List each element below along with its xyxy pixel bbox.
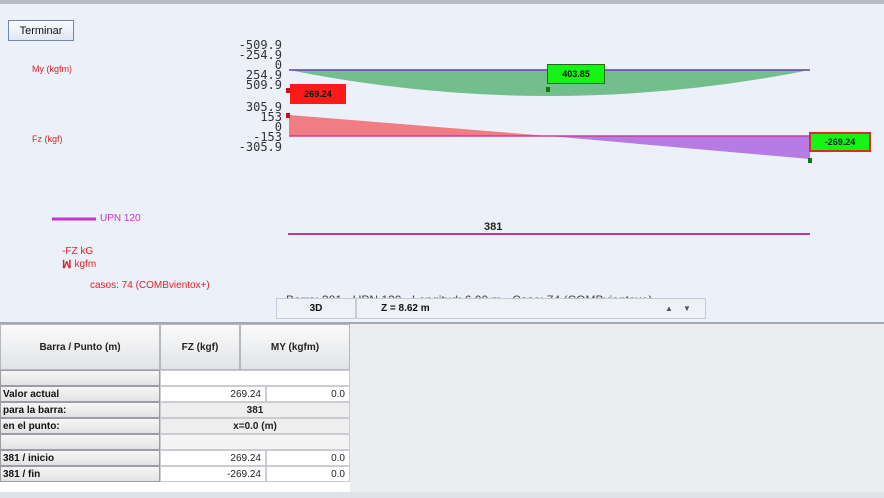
legend-my-row: ꟽ kgfm xyxy=(62,258,96,271)
legend-fz-label: -FZ kG xyxy=(62,246,94,257)
diagram-canvas: Terminar My (kgfm) Fz (kgf) -509.9 -254.… xyxy=(0,4,884,322)
z-level-value: Z = 8.62 m xyxy=(381,303,430,314)
view-mode-button[interactable]: 3D xyxy=(276,298,356,319)
spin-down-icon[interactable]: ▼ xyxy=(683,304,691,313)
table-cell-fz[interactable]: 269.24 xyxy=(160,386,266,402)
spin-up-icon[interactable]: ▲ xyxy=(665,304,673,313)
table-cell-my[interactable]: 0.0 xyxy=(266,466,350,482)
fz-end-value-box: -269.24 xyxy=(809,132,871,152)
bar-id-label: 381 xyxy=(484,221,503,233)
marker-right xyxy=(808,158,812,163)
my-max-value-box: 403.85 xyxy=(547,64,605,84)
fz-axis-title: Fz (kgf) xyxy=(32,134,63,144)
table-row-label[interactable]: 381 / fin xyxy=(0,466,160,482)
window-top-border xyxy=(0,0,884,4)
fz-positive-area xyxy=(289,115,549,136)
table-row-label[interactable] xyxy=(0,434,160,450)
fz-tick-labels: 305.9 153 0 -153 -305.9 xyxy=(238,100,282,154)
table-cell-merged[interactable]: x=0.0 (m) xyxy=(160,418,350,434)
legend-section-label: UPN 120 xyxy=(100,213,141,224)
legend-cases-label: casos: 74 (COMBvientox+) xyxy=(90,280,210,291)
my-axis-title: My (kgfm) xyxy=(32,64,72,74)
table-row-label[interactable]: 381 / inicio xyxy=(0,450,160,466)
results-table: Barra / Punto (m) FZ (kgf) MY (kgfm) Val… xyxy=(0,324,350,498)
marker-mid xyxy=(546,87,550,92)
z-level-field[interactable]: Z = 8.62 m ▲ ▼ xyxy=(356,298,706,319)
table-cell-fz[interactable]: -269.24 xyxy=(160,466,266,482)
table-cell-fz[interactable]: 269.24 xyxy=(160,450,266,466)
legend-my-label: kgfm xyxy=(74,259,97,270)
my-tick-labels: -509.9 -254.9 0 254.9 509.9 xyxy=(238,38,282,92)
col-header-bar-point[interactable]: Barra / Punto (m) xyxy=(0,324,160,370)
splitter[interactable] xyxy=(0,322,884,324)
col-header-fz[interactable]: FZ (kgf) xyxy=(160,324,240,370)
marker-fz-left xyxy=(286,113,290,118)
table-cell-my[interactable]: 0.0 xyxy=(266,386,350,402)
table-cell-empty xyxy=(160,370,350,386)
table-cell-my[interactable]: 0.0 xyxy=(266,450,350,466)
diagram-svg xyxy=(52,69,812,235)
results-panel: Barra / Punto (m) FZ (kgf) MY (kgfm) Val… xyxy=(0,324,884,498)
table-row-label[interactable]: Valor actual xyxy=(0,386,160,402)
table-row-label[interactable] xyxy=(0,370,160,386)
marker-left xyxy=(286,88,290,93)
horizontal-scrollbar[interactable] xyxy=(0,492,884,498)
col-header-my[interactable]: MY (kgfm) xyxy=(240,324,350,370)
legend-moment-icon: ꟽ xyxy=(62,259,72,271)
table-cell-merged[interactable]: 381 xyxy=(160,402,350,418)
terminar-button[interactable]: Terminar xyxy=(8,20,74,41)
table-cell-empty xyxy=(160,434,350,450)
table-row-label[interactable]: en el punto: xyxy=(0,418,160,434)
my-start-value-box: 269.24 xyxy=(290,84,346,104)
fz-negative-area xyxy=(549,136,810,159)
table-row-label[interactable]: para la barra: xyxy=(0,402,160,418)
